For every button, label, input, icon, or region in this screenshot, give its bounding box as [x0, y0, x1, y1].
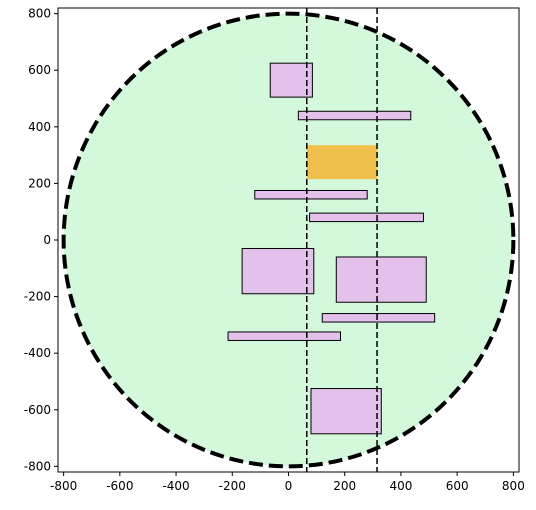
- y-tick-label: 200: [28, 176, 51, 190]
- rect-6: [336, 257, 426, 302]
- x-tick-label: -200: [219, 479, 246, 493]
- rect-2: [298, 111, 410, 119]
- y-tick-label: -200: [24, 290, 51, 304]
- y-tick-label: -800: [24, 459, 51, 473]
- rect-4: [310, 213, 424, 221]
- rect-5: [242, 248, 314, 293]
- rect-9: [311, 389, 381, 434]
- y-tick-label: 600: [28, 63, 51, 77]
- x-tick-label: -400: [162, 479, 189, 493]
- y-tick-label: -600: [24, 403, 51, 417]
- rect-8: [228, 332, 340, 340]
- x-tick-label: 200: [333, 479, 356, 493]
- rect-7: [322, 314, 434, 322]
- x-tick-label: 400: [389, 479, 412, 493]
- rect-3: [255, 190, 367, 198]
- highlight-rect: [307, 145, 377, 179]
- y-tick-label: 800: [28, 7, 51, 21]
- y-tick-label: 0: [43, 233, 51, 247]
- x-tick-label: -600: [106, 479, 133, 493]
- x-tick-label: 600: [446, 479, 469, 493]
- x-tick-label: 0: [285, 479, 293, 493]
- y-tick-label: -400: [24, 346, 51, 360]
- x-tick-label: -800: [50, 479, 77, 493]
- x-tick-label: 800: [502, 479, 525, 493]
- y-tick-label: 400: [28, 120, 51, 134]
